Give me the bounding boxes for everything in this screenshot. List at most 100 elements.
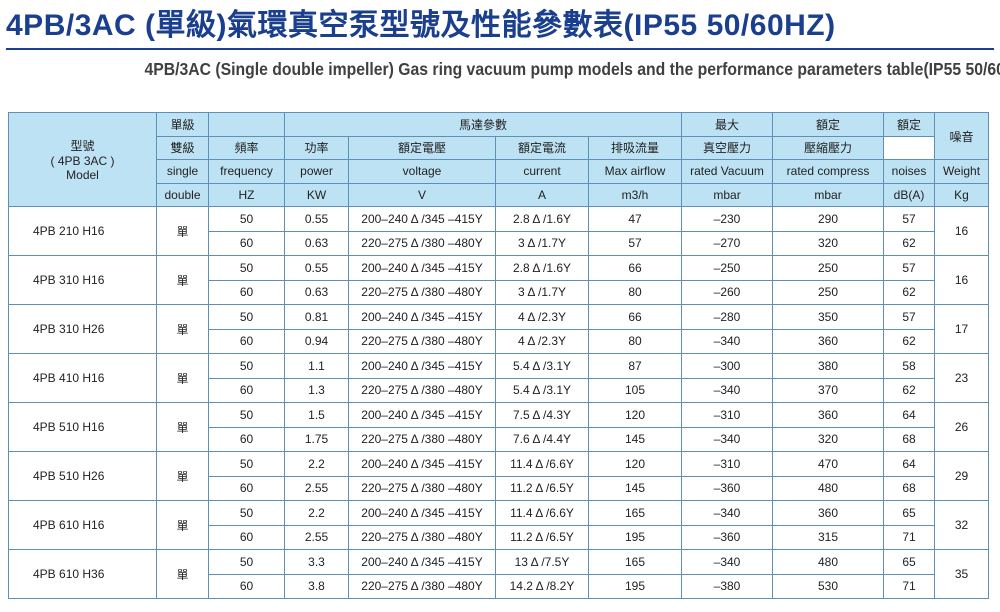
airflow-cell: 120	[587, 402, 683, 428]
header-model: 型號 ( 4PB 3AC ) Model	[8, 112, 157, 207]
vacuum-cell: –230	[681, 206, 774, 232]
header-stage-single-zh: 單級	[156, 112, 209, 137]
compress-cell: 380	[772, 353, 885, 379]
model-name-cell: 4PB 610 H16	[8, 500, 157, 550]
vacuum-cell: –300	[681, 353, 774, 379]
table-body: 4PB 210 H16 單 50 0.55 200–240 Δ /345 –415Y 2.…	[8, 206, 990, 599]
stage-cell: 單	[156, 304, 209, 354]
airflow-cell: 195	[587, 573, 683, 599]
header-freq-zh: 頻率	[208, 135, 285, 160]
voltage-cell: 200–240 Δ /345 –415Y	[348, 500, 496, 526]
current-cell: 11.4 Δ /6.6Y	[495, 500, 589, 526]
page-title: 4PB/3AC (單級)氣環真空泵型號及性能參數表(IP55 50/60HZ)	[6, 9, 836, 42]
header-weight-unit: Kg	[934, 182, 990, 207]
freq-cell: 50	[208, 402, 285, 428]
table-row: 4PB 610 H36 單 50 3.3 200–240 Δ /345 –415Y 13 …	[8, 549, 990, 599]
power-cell: 2.55	[284, 524, 349, 550]
compress-cell: 360	[772, 500, 885, 526]
power-cell: 2.2	[284, 451, 349, 477]
power-cell: 1.1	[284, 353, 349, 379]
freq-cell: 50	[208, 206, 285, 232]
voltage-cell: 220–275 Δ /380 –480Y	[348, 426, 496, 452]
compress-cell: 290	[772, 206, 885, 232]
current-cell: 4 Δ /2.3Y	[495, 304, 589, 330]
vacuum-cell: –380	[681, 573, 774, 599]
freq-cell: 60	[208, 328, 285, 354]
voltage-cell: 200–240 Δ /345 –415Y	[348, 451, 496, 477]
weight-cell: 17	[934, 304, 990, 354]
voltage-cell: 220–275 Δ /380 –480Y	[348, 377, 496, 403]
table-row: 60 2.55 220–275 Δ /380 –480Y 11.2 Δ /6.5Y 19…	[9, 524, 989, 550]
compress-cell: 470	[772, 451, 885, 477]
airflow-cell: 66	[587, 255, 683, 281]
table-row: 60 0.63 220–275 Δ /380 –480Y 3 Δ /1.7Y 80 –26…	[9, 279, 989, 305]
header-vacuum-en: rated Vacuum	[681, 159, 774, 184]
airflow-cell: 145	[587, 426, 683, 452]
power-cell: 0.63	[284, 230, 349, 256]
current-cell: 5.4 Δ /3.1Y	[495, 353, 589, 379]
header-stage-single-en: single	[156, 159, 209, 184]
airflow-cell: 80	[587, 279, 683, 305]
compress-cell: 320	[772, 426, 885, 452]
vacuum-cell: –360	[681, 475, 774, 501]
freq-cell: 60	[208, 377, 285, 403]
power-cell: 2.55	[284, 475, 349, 501]
vacuum-cell: –340	[681, 377, 774, 403]
voltage-cell: 220–275 Δ /380 –480Y	[348, 328, 496, 354]
noise-cell: 71	[883, 573, 936, 599]
model-name-cell: 4PB 310 H26	[8, 304, 157, 354]
header-power-zh: 功率	[284, 135, 349, 160]
header-airflow-unit: m3/h	[587, 182, 683, 207]
compress-cell: 480	[772, 475, 885, 501]
page-subtitle: 4PB/3AC (Single double impeller) Gas rin…	[144, 59, 1000, 79]
freq-cell: 50	[208, 500, 285, 526]
table-row: 4PB 410 H16 單 50 1.1 200–240 Δ /345 –415Y 5.4…	[8, 353, 990, 403]
vacuum-cell: –340	[681, 500, 774, 526]
header-compress-en: rated compress	[772, 159, 885, 184]
power-cell: 0.94	[284, 328, 349, 354]
noise-cell: 58	[883, 353, 936, 379]
noise-cell: 71	[883, 524, 936, 550]
airflow-cell: 145	[587, 475, 683, 501]
weight-cell: 32	[934, 500, 990, 550]
vacuum-cell: –270	[681, 230, 774, 256]
stage-cell: 單	[156, 353, 209, 403]
voltage-cell: 200–240 Δ /345 –415Y	[348, 304, 496, 330]
current-cell: 3 Δ /1.7Y	[495, 279, 589, 305]
compress-cell: 530	[772, 573, 885, 599]
vacuum-cell: –310	[681, 451, 774, 477]
stage-cell: 單	[156, 500, 209, 550]
header-vacuum-unit: mbar	[681, 182, 774, 207]
airflow-cell: 66	[587, 304, 683, 330]
noise-cell: 57	[883, 304, 936, 330]
current-cell: 4 Δ /2.3Y	[495, 328, 589, 354]
table-row: 4PB 510 H26 單 50 2.2 200–240 Δ /345 –415Y 11.…	[8, 451, 990, 501]
weight-cell: 16	[934, 255, 990, 305]
header-voltage-en: voltage	[348, 159, 496, 184]
power-cell: 0.55	[284, 255, 349, 281]
noise-cell: 64	[883, 402, 936, 428]
power-cell: 1.3	[284, 377, 349, 403]
table-row: 4PB 210 H16 單 50 0.55 200–240 Δ /345 –415Y 2.…	[8, 206, 990, 256]
voltage-cell: 220–275 Δ /380 –480Y	[348, 524, 496, 550]
stage-cell: 單	[156, 549, 209, 599]
noise-cell: 62	[883, 328, 936, 354]
freq-cell: 60	[208, 426, 285, 452]
freq-cell: 50	[208, 255, 285, 281]
header-model-zh: 型號	[70, 139, 95, 153]
title-divider	[6, 48, 994, 50]
airflow-cell: 87	[587, 353, 683, 379]
header-noise-en: noises	[883, 159, 936, 184]
compress-cell: 320	[772, 230, 885, 256]
freq-cell: 60	[208, 230, 285, 256]
model-name-cell: 4PB 610 H36	[8, 549, 157, 599]
current-cell: 11.2 Δ /6.5Y	[495, 475, 589, 501]
freq-cell: 50	[208, 549, 285, 575]
header-weight-en: Weight	[934, 159, 990, 184]
spec-table: 型號 ( 4PB 3AC ) Model 單級 馬達參數 最大 額定 額定 噪音…	[8, 112, 990, 599]
airflow-cell: 105	[587, 377, 683, 403]
model-name-cell: 4PB 210 H16	[8, 206, 157, 256]
power-cell: 3.3	[284, 549, 349, 575]
table-row: 60 0.63 220–275 Δ /380 –480Y 3 Δ /1.7Y 57 –27…	[9, 230, 989, 256]
vacuum-cell: –360	[681, 524, 774, 550]
